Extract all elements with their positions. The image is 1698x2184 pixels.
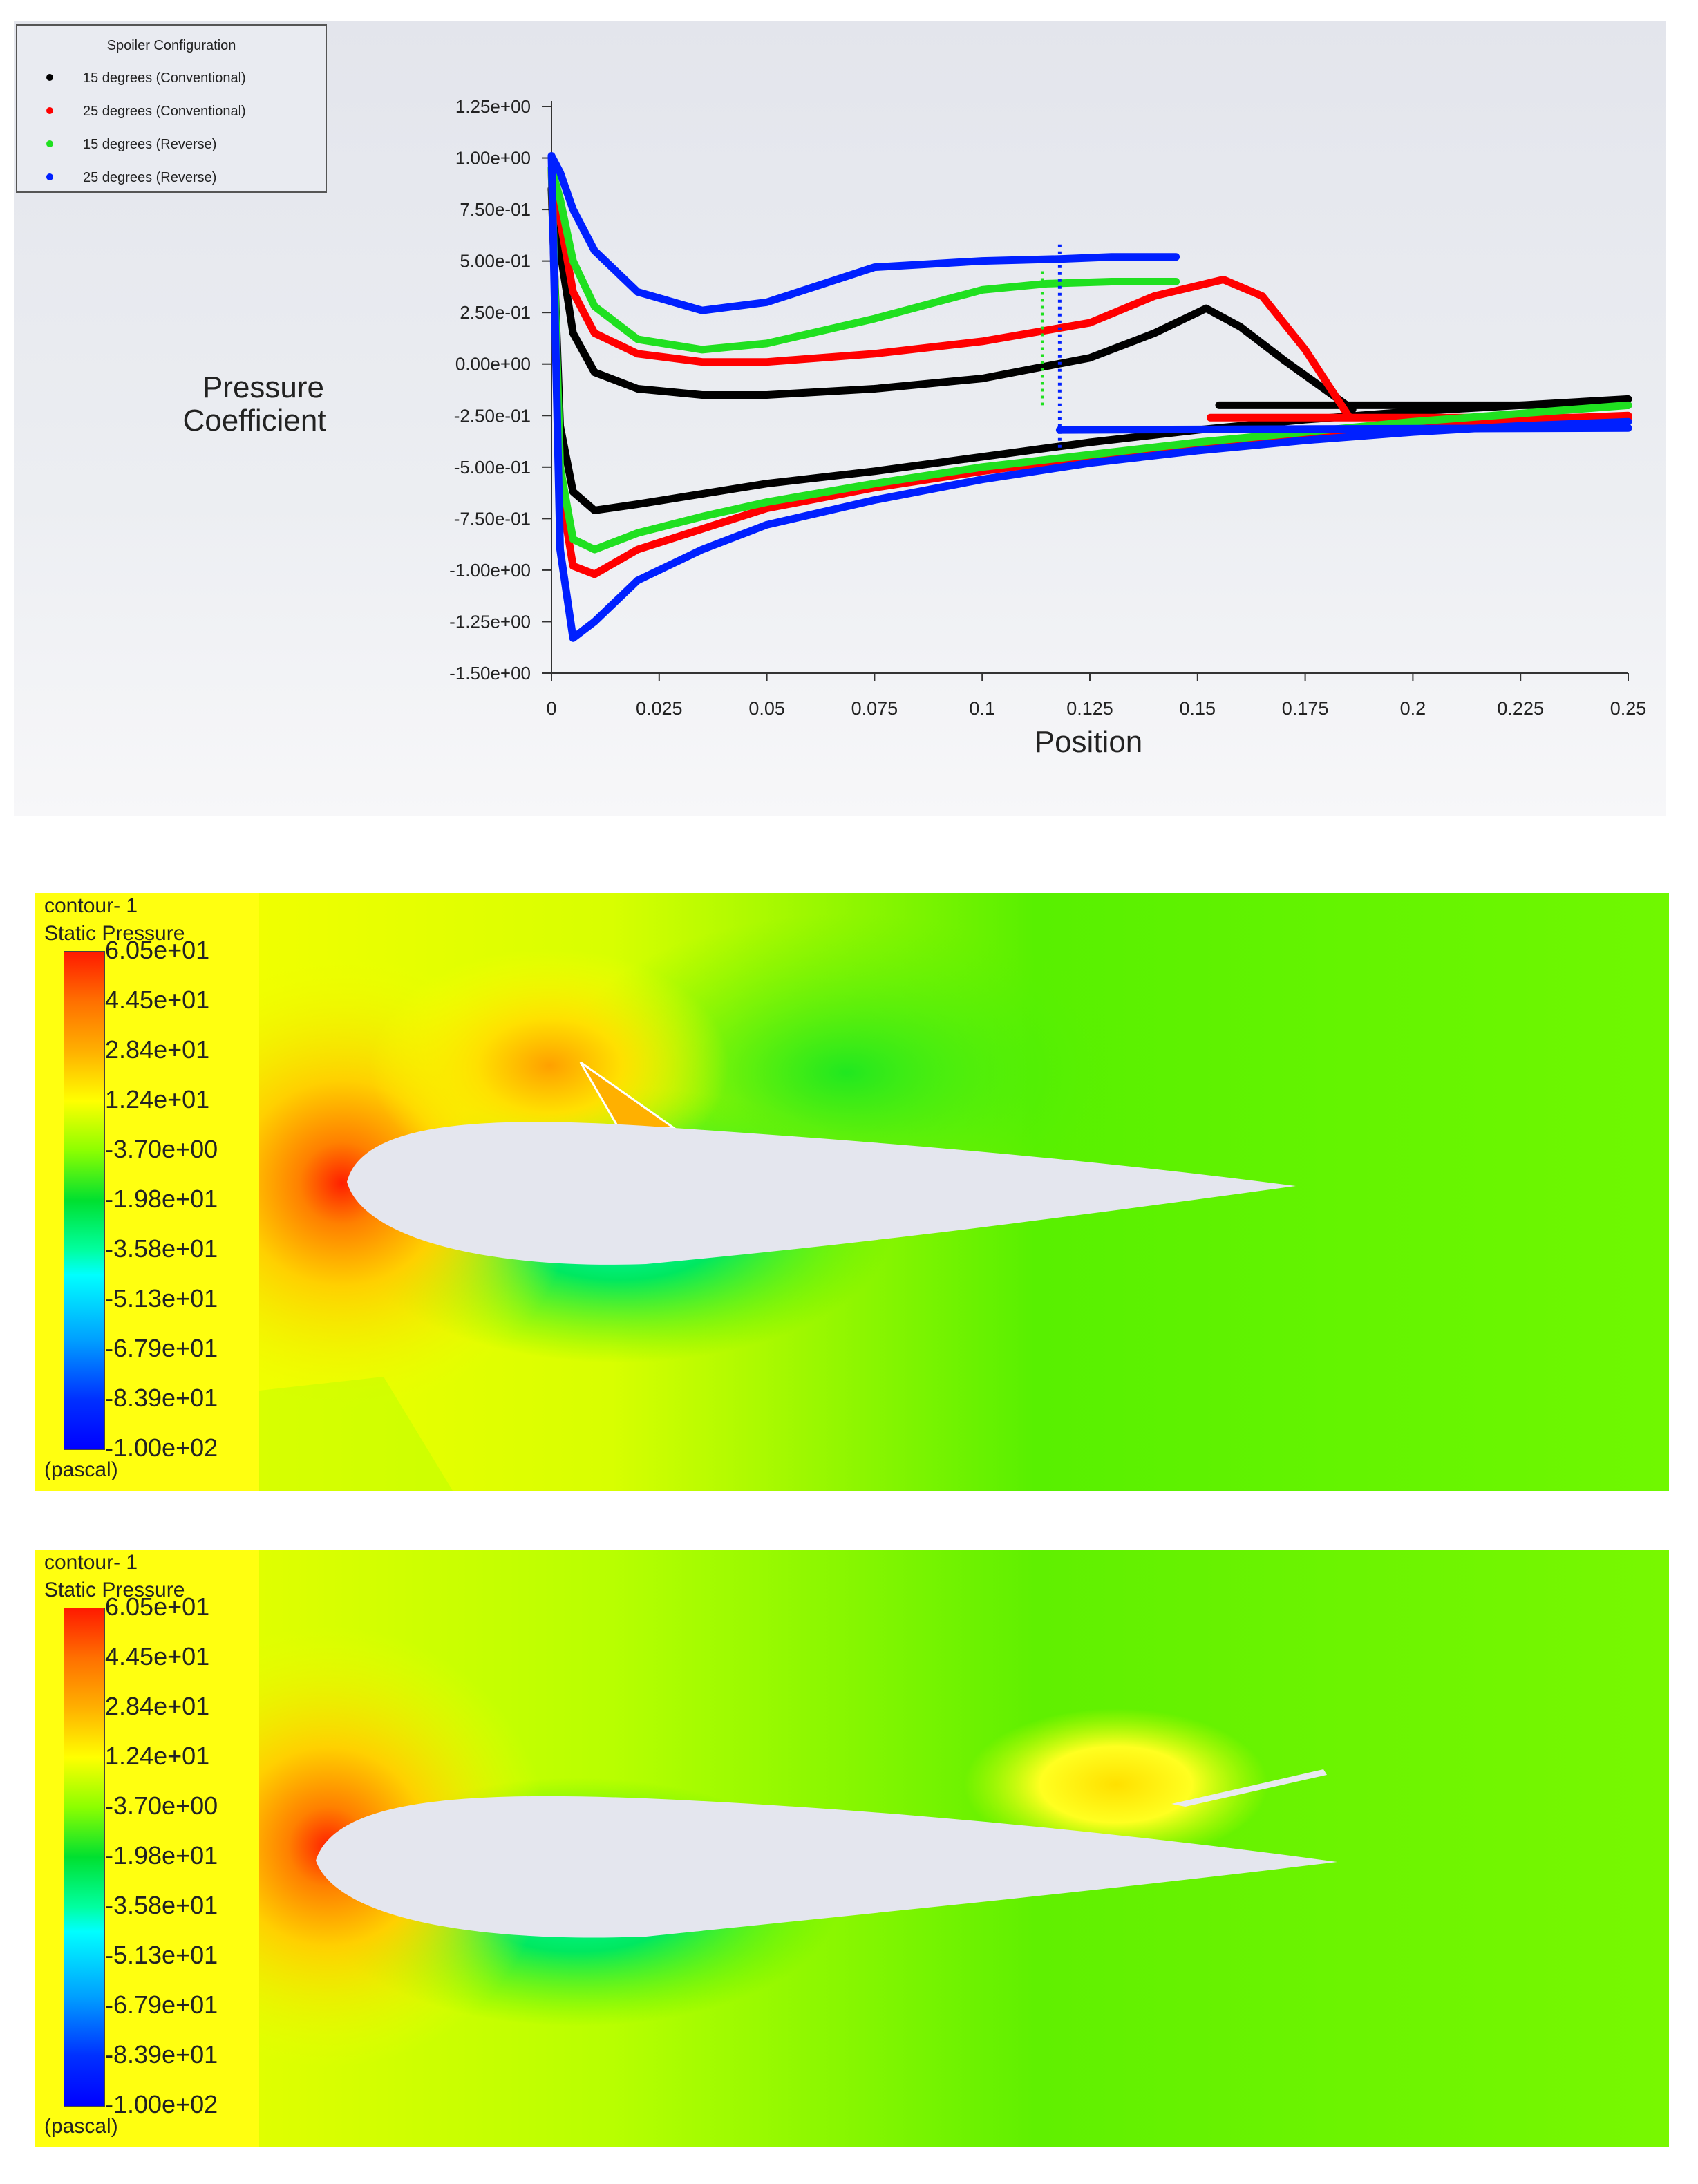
y-tick-label: 1.25e+00: [455, 96, 531, 117]
spoiler-pressure-region: [964, 1708, 1268, 1861]
x-tick-label: 0.125: [1066, 698, 1113, 719]
colorbar-level-label: -1.98e+01: [105, 1841, 218, 1870]
series-2-upper-surface: [547, 164, 1180, 354]
series-3-aft-surface: [1055, 424, 1632, 434]
y-axis-label-line2: Coefficient: [182, 404, 326, 437]
chart-axes: 1.25e+00 1.00e+00 7.50e-01 5.00e-01 2.50e-01…: [449, 96, 1646, 719]
y-tick-label: 1.00e+00: [455, 148, 531, 169]
y-tick-label: 5.00e-01: [460, 251, 531, 272]
y-tick-label: 2.50e-01: [460, 302, 531, 323]
legend-label: 15 degrees (Conventional): [83, 70, 246, 86]
x-axis-label: Position: [1035, 725, 1143, 759]
y-tick-label: -2.50e-01: [454, 405, 531, 426]
contour-panel-conventional: contour- 1 Static Pressure 6.05e+01 4.45e…: [35, 893, 1669, 1491]
colorbar-level-label: -8.39e+01: [105, 2040, 218, 2069]
legend-marker: [46, 107, 53, 114]
colorbar-unit: (pascal): [44, 1458, 118, 1481]
x-tick-label: 0.175: [1282, 698, 1329, 719]
legend-marker: [46, 140, 53, 147]
series-3-upper-surface: [547, 152, 1180, 314]
colorbar-gradient: [64, 951, 105, 1450]
contour-panel-reverse: contour- 1 Static Pressure 6.05e+01 4.45e…: [35, 1550, 1669, 2147]
x-tick-label: 0.075: [851, 698, 898, 719]
legend-marker: [46, 173, 53, 180]
y-axis-label-line1: Pressure: [202, 370, 324, 404]
x-tick-label: 0.15: [1180, 698, 1216, 719]
legend-label: 15 degrees (Reverse): [83, 137, 216, 152]
airfoil-body: [316, 1796, 1337, 1938]
legend-box: [16, 24, 327, 193]
x-tick-label: 0.05: [748, 698, 785, 719]
legend-title: Spoiler Configuration: [107, 38, 236, 53]
colorbar-level-label: -6.79e+01: [105, 1334, 218, 1362]
colorbar-level-label: -1.98e+01: [105, 1185, 218, 1213]
series-1-upper-surface: [547, 164, 1352, 420]
cp-chart: Spoiler Configuration 15 degrees (Conven…: [16, 24, 1646, 759]
colorbar-level-label: -3.70e+00: [105, 1791, 218, 1820]
colorbar-level-label: -5.13e+01: [105, 1284, 218, 1312]
y-tick-label: -1.00e+00: [449, 560, 531, 581]
spoiler-plate: [1171, 1769, 1327, 1807]
colorbar-level-label: -1.00e+02: [105, 2090, 218, 2118]
colorbar-level-label: -3.58e+01: [105, 1891, 218, 1919]
contour-title: contour- 1: [44, 1551, 138, 1574]
colorbar-level-label: 6.05e+01: [105, 936, 210, 964]
colorbar-level-label: -3.70e+00: [105, 1135, 218, 1163]
series-3-lower-surface: [547, 152, 1632, 642]
colorbar-level-label: 4.45e+01: [105, 1642, 210, 1670]
colorbar-level-label: 4.45e+01: [105, 986, 210, 1014]
colorbar-legend: contour- 1 Static Pressure 6.05e+01 4.45e…: [35, 1550, 259, 2147]
x-tick-label: 0.1: [969, 698, 995, 719]
colorbar-level-label: 1.24e+01: [105, 1085, 210, 1113]
colorbar-legend: contour- 1 Static Pressure 6.05e+01 4.45e…: [35, 893, 259, 1491]
contour-variable: Static Pressure: [44, 922, 185, 945]
x-tick-label: 0.2: [1400, 698, 1426, 719]
y-tick-label: -5.00e-01: [454, 457, 531, 478]
lower-left-region: [259, 1377, 453, 1491]
colorbar-level-label: 1.24e+01: [105, 1742, 210, 1770]
contour-variable: Static Pressure: [44, 1579, 185, 1601]
colorbar-level-label: 2.84e+01: [105, 1035, 210, 1064]
y-tick-label: -1.50e+00: [449, 663, 531, 684]
colorbar-gradient: [64, 1608, 105, 2107]
colorbar-unit: (pascal): [44, 2115, 118, 2138]
colorbar-level-label: -8.39e+01: [105, 1384, 218, 1412]
colorbar-level-label: 2.84e+01: [105, 1692, 210, 1720]
series-0-upper-surface: [547, 185, 1357, 413]
colorbar-level-label: 6.05e+01: [105, 1592, 210, 1621]
pressure-field-reverse: [259, 1550, 1669, 2147]
airfoil-body: [347, 1122, 1296, 1265]
x-tick-label: 0: [546, 698, 556, 719]
y-tick-label: -1.25e+00: [449, 611, 531, 632]
y-tick-label: 7.50e-01: [460, 199, 531, 220]
colorbar-level-label: -5.13e+01: [105, 1941, 218, 1969]
chart-series: [547, 152, 1632, 642]
x-tick-label: 0.225: [1497, 698, 1544, 719]
colorbar-level-label: -6.79e+01: [105, 1990, 218, 2019]
chart-legend: Spoiler Configuration 15 degrees (Conven…: [16, 24, 327, 193]
cp-chart-panel: Spoiler Configuration 15 degrees (Conven…: [14, 21, 1666, 816]
legend-label: 25 degrees (Conventional): [83, 104, 246, 119]
y-tick-label: -7.50e-01: [454, 508, 531, 529]
legend-label: 25 degrees (Reverse): [83, 170, 216, 185]
x-tick-label: 0.025: [636, 698, 683, 719]
contour-title: contour- 1: [44, 894, 138, 917]
pressure-field-conventional: [259, 893, 1669, 1491]
y-tick-label: 0.00e+00: [455, 354, 531, 375]
x-tick-label: 0.25: [1610, 698, 1647, 719]
colorbar-level-label: -3.58e+01: [105, 1234, 218, 1263]
legend-marker: [46, 74, 53, 81]
colorbar-level-label: -1.00e+02: [105, 1433, 218, 1462]
